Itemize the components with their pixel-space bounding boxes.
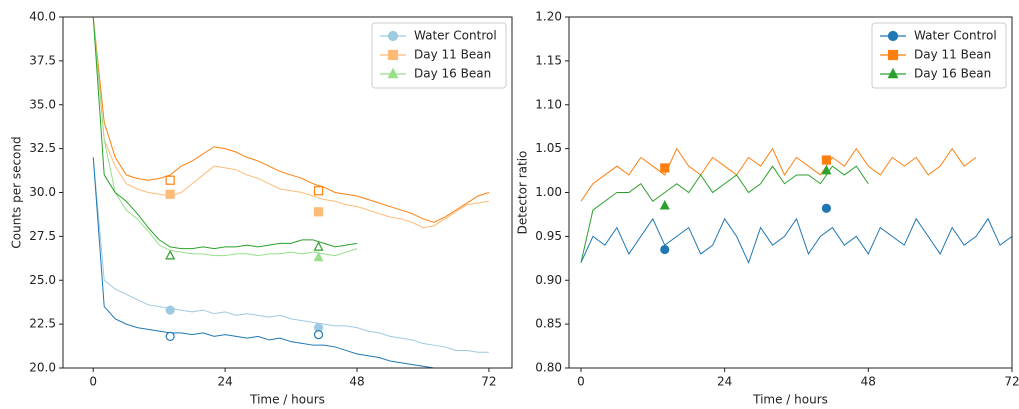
series-line <box>580 147 977 202</box>
y-tick-label: 22.5 <box>29 317 56 331</box>
y-tick-label: 40.0 <box>29 10 56 24</box>
series-line <box>92 17 490 223</box>
x-tick-label: 0 <box>89 375 97 389</box>
subplot: 0.80 0.85 0.90 0.95 1.00 1.05 1.10 1.15 1.20 0 24 4… <box>516 10 1019 407</box>
y-tick-label: 30.0 <box>29 185 56 199</box>
series-line <box>580 165 869 263</box>
y-tick-label: 1.05 <box>535 141 562 155</box>
y-tick-label: 0.85 <box>535 317 562 331</box>
marker <box>887 30 899 42</box>
y-tick-label: 1.15 <box>535 53 562 67</box>
subplot: 20.0 22.5 25.0 27.5 30.0 32.5 35.0 37.5 40.0 0 24 4… <box>10 10 513 407</box>
marker <box>887 67 899 79</box>
marker <box>387 67 399 79</box>
x-tick-label: 0 <box>577 375 585 389</box>
series-line <box>92 17 358 257</box>
legend-label: Day 16 Bean <box>414 67 491 81</box>
x-axis-label: Time / hours <box>752 393 828 407</box>
marker <box>887 49 899 61</box>
series-line <box>92 17 489 229</box>
marker <box>313 186 324 196</box>
legend-label: Day 11 Bean <box>414 48 491 62</box>
x-tick-label: 72 <box>481 375 496 389</box>
marker <box>313 207 324 217</box>
y-tick-label: 20.0 <box>29 361 56 375</box>
y-tick-label: 1.10 <box>535 97 562 111</box>
legend-label: Day 16 Bean <box>914 67 991 81</box>
legend: Water Control Day 11 Bean Day 16 Bean <box>371 22 507 89</box>
marker <box>660 163 670 173</box>
marker <box>821 155 832 165</box>
series-line <box>92 157 435 368</box>
x-axis-label: Time / hours <box>249 393 325 407</box>
legend-box <box>371 22 507 89</box>
y-tick-label: 0.95 <box>535 229 562 243</box>
series-line <box>580 217 1012 265</box>
marker <box>660 244 670 255</box>
marker <box>165 331 175 342</box>
legend-box <box>871 22 1007 89</box>
series-line <box>92 157 489 353</box>
x-tick-label: 72 <box>1004 375 1019 389</box>
y-tick-label: 0.80 <box>535 361 562 375</box>
plot-area <box>92 17 490 368</box>
marker <box>821 164 832 175</box>
x-tick-label: 24 <box>217 375 232 389</box>
marker <box>387 49 399 61</box>
y-tick-label: 37.5 <box>29 53 56 67</box>
marker <box>387 30 399 42</box>
marker <box>313 241 324 251</box>
y-axis-label: Counts per second <box>10 136 24 248</box>
legend-label: Water Control <box>914 29 997 43</box>
x-tick-label: 24 <box>717 375 732 389</box>
marker <box>165 305 175 315</box>
plot-area <box>580 147 1012 265</box>
y-tick-label: 1.00 <box>535 185 562 199</box>
marker <box>165 175 175 185</box>
y-tick-label: 0.90 <box>535 273 562 287</box>
legend: Water Control Day 11 Bean Day 16 Bean <box>871 22 1007 89</box>
legend-label: Day 11 Bean <box>914 48 991 62</box>
marker <box>165 189 175 199</box>
marker <box>165 249 176 260</box>
x-tick-label: 48 <box>349 375 364 389</box>
y-axis-label: Detector ratio <box>516 151 530 235</box>
legend-label: Water Control <box>414 29 497 43</box>
marker <box>659 199 670 210</box>
y-tick-label: 25.0 <box>29 273 56 287</box>
y-tick-label: 32.5 <box>29 141 56 155</box>
marker <box>313 251 324 262</box>
x-tick-label: 48 <box>861 375 876 389</box>
marker <box>821 203 832 213</box>
marker <box>313 330 324 340</box>
y-tick-label: 1.20 <box>535 10 562 24</box>
series-line <box>92 17 358 250</box>
y-tick-label: 35.0 <box>29 97 56 111</box>
y-tick-label: 27.5 <box>29 229 56 243</box>
